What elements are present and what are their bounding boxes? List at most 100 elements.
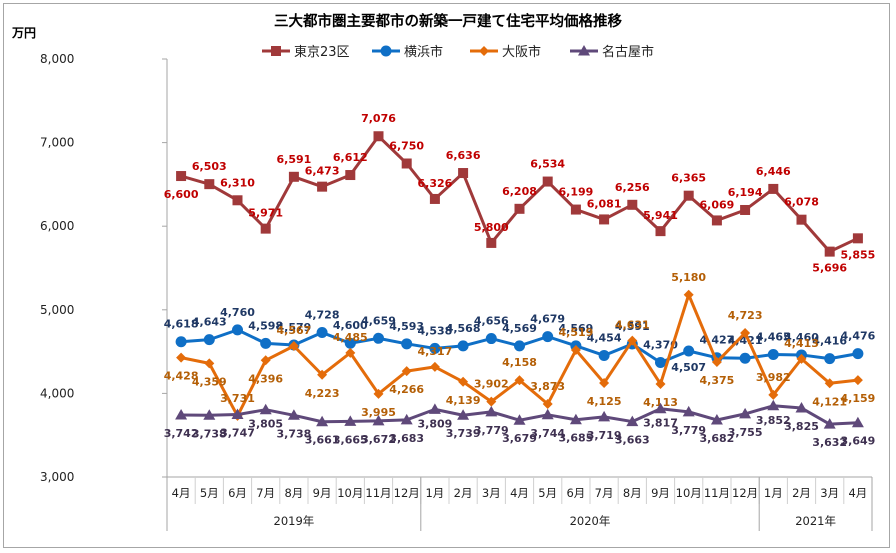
x-tick-label: 9月 <box>313 486 332 500</box>
data-point <box>711 215 722 226</box>
data-label: 6,446 <box>756 165 791 178</box>
x-tick-label: 1月 <box>425 486 444 500</box>
data-point <box>569 413 582 425</box>
data-point <box>768 389 779 400</box>
data-point <box>401 158 412 169</box>
data-point <box>373 131 384 142</box>
data-point <box>176 171 187 182</box>
data-label: 4,507 <box>671 361 706 374</box>
data-label: 3,739 <box>446 427 481 440</box>
data-point <box>823 418 836 429</box>
data-point <box>203 409 216 420</box>
x-tick-label: 11月 <box>365 486 391 500</box>
data-label: 4,760 <box>220 306 255 319</box>
data-label: 3,744 <box>530 427 565 440</box>
x-tick-label: 11月 <box>704 486 730 500</box>
year-group-label: 2019年 <box>274 514 315 528</box>
data-label: 3,809 <box>418 417 453 430</box>
data-label: 4,485 <box>333 331 368 344</box>
x-tick-label: 10月 <box>676 486 702 500</box>
data-label: 4,631 <box>615 319 650 332</box>
data-point <box>767 399 780 411</box>
data-label: 3,661 <box>305 434 340 447</box>
data-label: 3,682 <box>700 432 735 445</box>
data-point <box>542 399 553 410</box>
data-point <box>317 181 328 192</box>
data-label: 4,600 <box>333 319 368 332</box>
data-label: 6,503 <box>192 160 227 173</box>
data-point <box>231 408 244 420</box>
data-point <box>599 214 610 225</box>
data-label: 4,158 <box>502 356 537 369</box>
data-label: 4,643 <box>192 316 227 329</box>
data-point <box>429 361 440 372</box>
data-point <box>259 403 272 415</box>
x-tick-label: 12月 <box>732 486 758 500</box>
data-label: 3,672 <box>361 433 396 446</box>
data-label: 5,800 <box>474 221 509 234</box>
data-label: 6,591 <box>277 153 312 166</box>
data-label: 4,139 <box>446 394 481 407</box>
data-label: 6,365 <box>671 172 706 185</box>
data-label: 4,569 <box>502 322 537 335</box>
data-point <box>260 223 271 234</box>
data-point <box>176 352 187 363</box>
data-point <box>260 355 271 366</box>
data-label: 3,683 <box>389 432 424 445</box>
data-point <box>541 408 554 420</box>
data-point <box>740 204 751 215</box>
data-label: 6,208 <box>502 185 537 198</box>
data-point <box>626 415 639 427</box>
x-tick-label: 8月 <box>284 486 303 500</box>
data-point <box>429 342 441 354</box>
x-tick-label: 9月 <box>651 486 670 500</box>
data-label: 3,738 <box>277 427 312 440</box>
x-tick-label: 4月 <box>510 486 529 500</box>
data-label: 6,326 <box>418 177 453 190</box>
data-label: 6,069 <box>700 198 735 211</box>
data-label: 3,755 <box>728 426 763 439</box>
data-label: 6,078 <box>784 196 819 209</box>
data-point <box>232 195 243 206</box>
data-label: 3,685 <box>559 432 594 445</box>
data-label: 4,113 <box>643 396 678 409</box>
year-group-label: 2020年 <box>570 514 611 528</box>
x-tick-label: 5月 <box>200 486 219 500</box>
data-label: 4,598 <box>248 319 283 332</box>
data-point <box>852 233 863 244</box>
legend-item: 名古屋市 <box>570 44 654 60</box>
data-label: 5,696 <box>812 262 847 275</box>
data-point <box>740 327 751 338</box>
x-tick-label: 3月 <box>482 486 501 500</box>
data-label: 4,593 <box>389 320 424 333</box>
data-point <box>288 340 299 351</box>
data-label: 3,649 <box>841 435 876 448</box>
data-point <box>598 410 611 422</box>
data-point <box>232 324 243 336</box>
data-point <box>175 336 187 348</box>
data-point <box>627 335 638 346</box>
data-point <box>710 413 723 425</box>
data-point <box>711 357 722 368</box>
data-label: 3,805 <box>248 418 283 431</box>
data-point <box>316 415 329 427</box>
y-tick-label: 5,000 <box>40 303 74 317</box>
legend-label: 横浜市 <box>404 44 443 60</box>
data-point <box>401 338 413 350</box>
data-label: 4,359 <box>192 375 227 388</box>
data-point <box>458 376 469 387</box>
data-label: 4,428 <box>164 370 199 383</box>
data-point <box>768 183 779 194</box>
data-label: 3,665 <box>333 433 368 446</box>
data-label: 4,454 <box>587 331 622 344</box>
x-tick-label: 2月 <box>454 486 473 500</box>
series-3: 3,7423,7383,7473,8053,7383,6613,6653,672… <box>164 399 876 449</box>
data-label: 4,568 <box>446 322 481 335</box>
data-point <box>372 414 385 426</box>
data-label: 4,317 <box>418 345 453 358</box>
data-point <box>345 347 356 358</box>
data-point <box>739 352 751 364</box>
data-point <box>852 375 863 386</box>
data-point <box>485 333 497 345</box>
